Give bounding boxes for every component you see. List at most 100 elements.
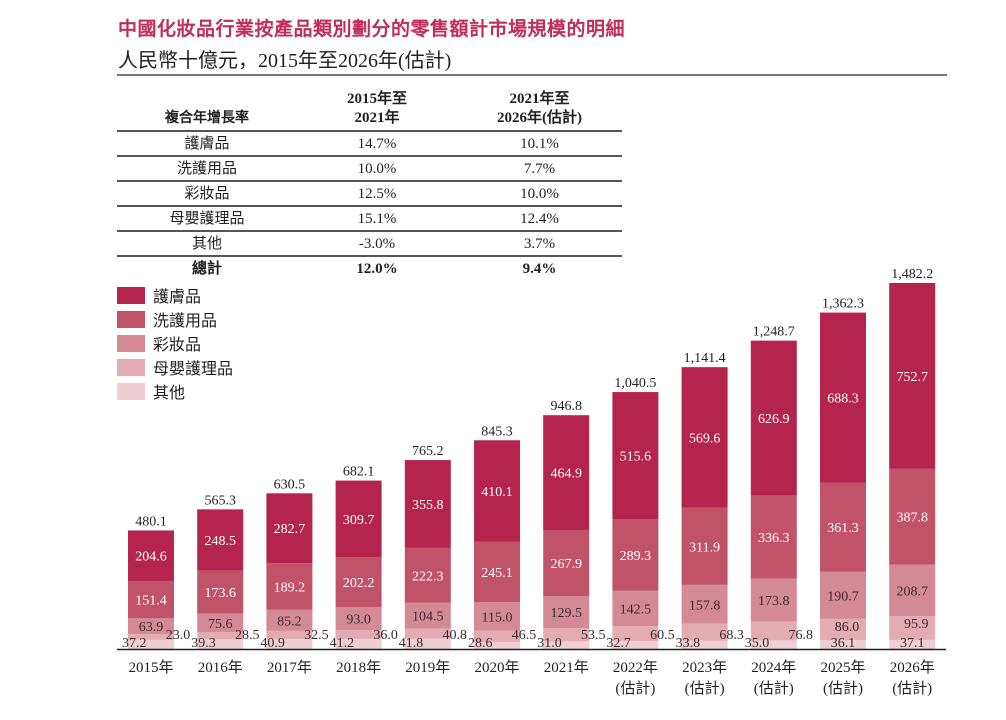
data-label: 189.2 [274, 580, 306, 595]
bar-segment [750, 495, 797, 579]
data-label: 289.3 [620, 549, 652, 564]
row-label: 護膚品 [117, 130, 297, 156]
data-label: 33.8 [676, 636, 701, 651]
data-label: 204.6 [135, 550, 167, 565]
bar-segment [820, 482, 866, 572]
bar-segment [820, 640, 866, 649]
data-label: 410.1 [481, 485, 513, 500]
data-label: 309.7 [343, 513, 375, 528]
col1-line1: 2015年至 [346, 91, 407, 107]
bar-segment [543, 596, 590, 629]
data-label: 245.1 [481, 566, 513, 581]
table-row: 護膚品 14.7% 10.1% [117, 130, 622, 156]
bar-segment [750, 621, 797, 641]
data-label: 387.8 [896, 511, 928, 526]
bar-segment [335, 638, 382, 649]
data-label: 129.5 [550, 606, 582, 621]
legend-label: 彩妝品 [153, 337, 202, 354]
legend-item: 彩妝品 [117, 331, 233, 355]
cagr-2021-2026: 7.7% [457, 155, 622, 181]
x-tick-label: 2017年 [267, 659, 312, 676]
bar-segment [820, 312, 866, 483]
x-tick-sublabel: (估計) [615, 680, 655, 697]
legend-swatch [117, 286, 145, 304]
legend-label: 護膚品 [153, 289, 202, 306]
legend-swatch [117, 358, 145, 376]
data-label: 626.9 [758, 412, 790, 427]
bar-segment [681, 623, 728, 641]
table-row: 其他 -3.0% 3.7% [117, 230, 622, 256]
legend-item: 洗護用品 [117, 307, 233, 331]
bar-segment [128, 580, 174, 619]
cagr-2015-2021: 10.0% [297, 155, 457, 181]
bar-segment [612, 519, 659, 591]
bar-segment [335, 629, 382, 639]
data-label: 41.2 [330, 636, 355, 651]
data-label: 40.8 [443, 628, 468, 643]
data-label: 361.3 [827, 521, 859, 536]
bar-segment [266, 493, 313, 564]
cagr-2021-2026: 10.1% [457, 130, 622, 156]
data-label: 248.5 [204, 534, 236, 549]
bar-segment [128, 530, 174, 581]
bar-segment [128, 634, 174, 640]
data-label: 86.0 [835, 620, 860, 635]
cagr-header-col1: 2015年至 2021年 [297, 80, 457, 131]
x-tick-label: 2016年 [198, 659, 243, 676]
data-label: 35.0 [745, 636, 770, 651]
chart-subtitle: 人民幣十億元，2015年至2026年(估計) [118, 50, 452, 72]
legend: 護膚品 洗護用品 彩妝品 母嬰護理品 其他 [117, 283, 233, 403]
total-label: 1,141.4 [684, 351, 726, 366]
col2-line1: 2021年至 [509, 91, 570, 107]
data-label: 151.4 [135, 594, 167, 609]
row-label: 彩妝品 [117, 180, 297, 206]
bar-segment [335, 480, 382, 558]
data-label: 28.6 [468, 636, 493, 651]
data-label: 267.9 [550, 557, 582, 572]
x-tick-sublabel: (估計) [892, 680, 932, 697]
bar-segment [404, 602, 451, 629]
total-label: 630.5 [274, 477, 306, 492]
cagr-header-col2: 2021年至 2026年(估計) [457, 80, 622, 131]
table-row: 洗護用品 10.0% 7.7% [117, 155, 622, 181]
cagr-table: 複合年增長率 2015年至 2021年 2021年至 2026年(估計) 護膚品 14… [117, 80, 622, 280]
table-row: 彩妝品 12.5% 10.0% [117, 180, 622, 206]
data-label: 39.3 [191, 636, 216, 651]
x-tick-label: 2022年 [613, 659, 658, 676]
bar-segment [404, 547, 451, 603]
chart-title: 中國化妝品行業按產品類別劃分的零售額計市場規模的明細 [118, 18, 626, 40]
bar-segment [197, 613, 244, 633]
total-label: 682.1 [343, 465, 375, 480]
bar-segment [266, 563, 313, 610]
data-label: 202.2 [343, 576, 375, 591]
data-label: 173.6 [204, 586, 236, 601]
data-label: 31.0 [537, 636, 562, 651]
bar-segment [543, 641, 590, 649]
total-label: 565.3 [204, 493, 236, 508]
data-label: 75.6 [208, 617, 233, 632]
legend-label: 其他 [153, 385, 186, 402]
bar-segment [266, 609, 313, 631]
data-label: 32.5 [304, 628, 329, 643]
legend-label: 洗護用品 [153, 313, 218, 330]
bar-segment [197, 570, 244, 614]
data-label: 40.9 [260, 636, 285, 651]
total-label: 765.2 [412, 444, 444, 459]
data-label: 63.9 [139, 620, 164, 635]
bar-segment [820, 618, 866, 641]
legend-swatch [117, 310, 145, 328]
data-label: 37.1 [900, 636, 925, 651]
x-tick-label: 2023年 [682, 659, 727, 676]
data-label: 222.3 [412, 569, 444, 584]
data-label: 355.8 [412, 498, 444, 513]
x-tick-label: 2025年 [820, 659, 865, 676]
data-label: 142.5 [620, 602, 652, 617]
data-label: 93.0 [346, 612, 371, 627]
cagr-2015-2021: -3.0% [297, 230, 457, 256]
x-tick-sublabel: (估計) [754, 680, 794, 697]
bar-segment [612, 392, 659, 520]
total-label: 1,482.2 [891, 267, 933, 282]
bar-segment [543, 530, 590, 597]
data-label: 85.2 [277, 614, 302, 629]
data-label: 688.3 [827, 392, 859, 407]
